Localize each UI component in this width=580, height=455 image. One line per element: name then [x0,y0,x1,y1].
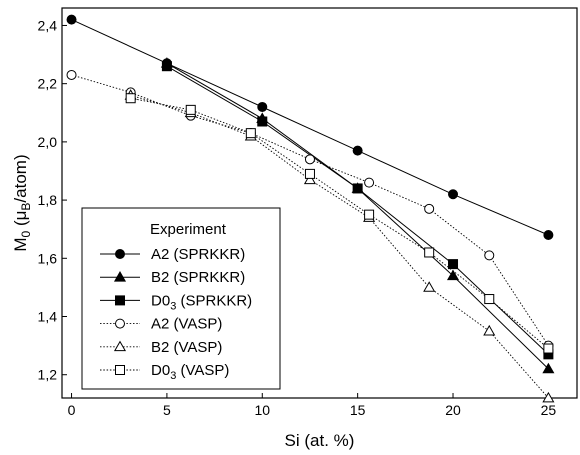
data-point [543,230,554,241]
legend-entry: A2 (VASP) [100,316,222,333]
legend-label: A2 (SPRKKR) [151,246,245,263]
x-tick-label: 15 [350,402,366,418]
legend-entry: D03 (SPRKKR) [100,292,252,312]
data-point [446,269,460,281]
data-point [364,177,375,188]
data-point [304,168,315,179]
series-line [130,94,549,399]
y-tick-label: 2,2 [38,76,58,92]
y-tick-label: 1,8 [38,192,58,208]
legend-label: B2 (VASP) [151,339,222,356]
legend-label: D03 (VASP) [151,362,229,382]
x-tick-label: 0 [68,402,76,418]
legend: Experiment A2 (SPRKKR) B2 (SPRKKR) D03 (SPR… [81,207,281,390]
legend-entry: D03 (VASP) [100,362,229,382]
y-tick-label: 1,4 [38,309,58,325]
data-point [364,209,375,220]
data-point [113,271,127,282]
data-point [115,318,125,329]
x-tick-label: 20 [445,402,461,418]
x-axis-label: Si (at. %) [285,431,355,450]
legend-label: D03 (SPRKKR) [151,292,252,312]
data-point [303,173,316,185]
series-line [71,74,549,346]
data-point [257,116,268,127]
y-label-main: M [11,237,30,251]
series-line [71,19,549,236]
legend-label: B2 (SPRKKR) [151,269,245,286]
y-label-sub1: B [19,203,33,211]
y-tick-label: 2,0 [38,134,58,150]
data-point [424,247,435,258]
data-point [448,189,459,200]
y-tick-label: 2,4 [38,17,58,33]
data-point [352,183,363,194]
y-label-sub0: 0 [19,230,33,237]
data-point [304,154,315,165]
data-point [115,295,125,306]
data-point [115,365,125,375]
data-point [125,93,136,104]
axes-layer: 0 5 10 15 20 25 1,2 1,4 1,6 1,8 2,0 2,2 2,4 [38,17,557,418]
legend-entry: A2 (SPRKKR) [100,246,245,263]
data-point [257,101,268,112]
data-point [484,294,495,305]
legend-label: A2 (VASP) [151,316,222,333]
y-tick-label: 1,2 [38,367,58,383]
data-point [423,281,436,292]
data-point [113,340,127,352]
data-point [185,104,196,115]
x-tick-label: 5 [163,402,171,418]
legend-entry: B2 (SPRKKR) [100,269,245,286]
y-axis-label: M0 (μB/atom) [11,154,33,251]
data-point [161,61,172,72]
data-point [245,128,256,139]
data-point [484,250,495,261]
plot-frame [61,7,578,399]
series-5 [125,93,554,354]
series-line [130,97,549,349]
data-point [115,249,125,259]
x-tick-label: 10 [254,402,270,418]
data-point [483,324,496,336]
y-label-open: (μ [11,211,30,231]
x-tick-label: 25 [541,402,557,418]
data-point [542,391,555,403]
data-point [424,203,435,214]
data-point [542,362,555,374]
series-0 [66,14,554,241]
data-point [66,69,77,80]
legend-entry: B2 (VASP) [100,339,222,356]
data-point [66,14,77,25]
data-point [352,145,363,156]
legend-title: Experiment [150,221,227,238]
data-point [543,343,554,354]
data-point [448,259,459,270]
y-tick-label: 1,6 [38,250,58,266]
y-label-close: /atom) [11,154,30,202]
series-layer [66,14,555,403]
